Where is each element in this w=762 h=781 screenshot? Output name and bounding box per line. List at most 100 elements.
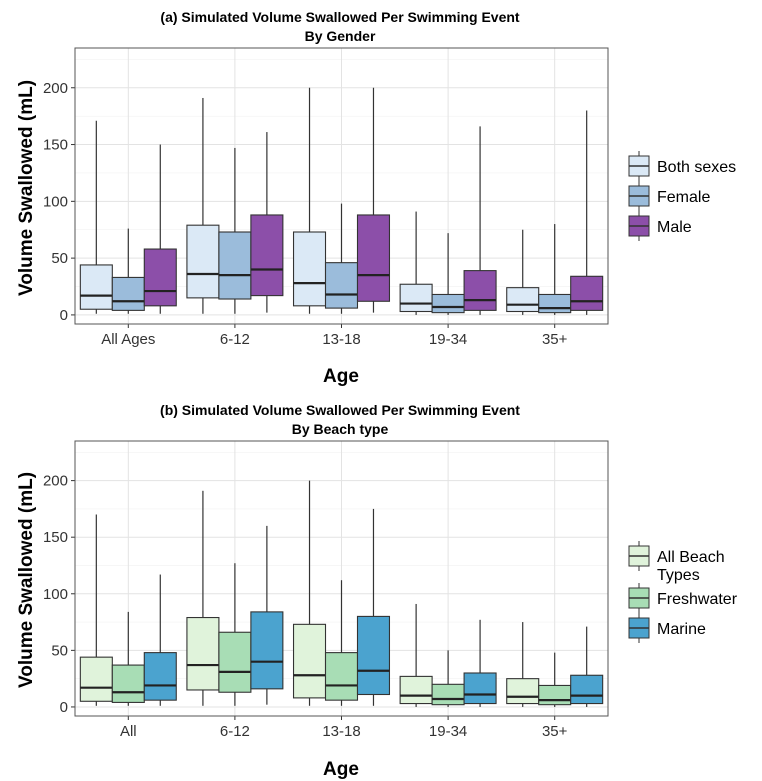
panel-b-y-tick-label: 100 — [43, 586, 68, 603]
panel-b-box-body — [218, 631, 252, 693]
panel-a-box-body — [218, 231, 252, 300]
panel-b-box-body — [399, 675, 433, 705]
panel-b-box — [186, 490, 220, 706]
panel-a-box — [292, 87, 327, 314]
panel-a-box-body — [111, 276, 145, 311]
panel-a-box — [79, 120, 113, 314]
panel-b-x-axis-title: Age — [323, 759, 359, 780]
panel-a-legend-label: Both sexes — [657, 159, 736, 176]
panel-b-x-tick-label: All — [120, 723, 137, 740]
panel-b-legend-label: Types — [657, 567, 700, 584]
panel-a-title: (a) Simulated Volume Swallowed Per Swimm… — [160, 9, 519, 25]
panel-b-legend-label: Marine — [657, 621, 706, 638]
panel-a-box-body — [538, 293, 572, 314]
panel-b-y-tick-label: 150 — [43, 529, 68, 546]
panel-b-title: (b) Simulated Volume Swallowed Per Swimm… — [160, 402, 520, 418]
panel-b-plot-border — [74, 440, 609, 717]
panel-b-box-body — [538, 684, 572, 706]
panel-b-box-body — [79, 656, 113, 702]
panel-b-legend-item: Marine — [628, 613, 706, 643]
panel-b-box — [431, 650, 465, 707]
panel-b-plot: 0 50 100 150 200 All 6-12 13-18 19-34 35+ — [43, 440, 609, 740]
panel-b-box — [324, 580, 359, 706]
panel-a-box-body — [399, 283, 433, 313]
panel-a-x-tick-label: 13-18 — [322, 331, 360, 348]
panel-a-box-body — [250, 214, 284, 297]
panel-a-y-tick-label: 50 — [51, 250, 68, 267]
panel-b-x-tick-label: 35+ — [542, 723, 568, 740]
panel-a-box — [570, 110, 604, 315]
panel-a-box-body — [570, 275, 604, 311]
panel-a-box-body — [356, 214, 391, 302]
panel-a-legend-label: Female — [657, 189, 710, 206]
panel-b-box — [143, 574, 177, 706]
panel-a-box-body — [79, 264, 113, 310]
panel-a-box — [356, 87, 391, 313]
panel-a-box — [506, 229, 540, 315]
panel-b-box-body — [111, 664, 145, 703]
panel-b-y-tick-label: 50 — [51, 642, 68, 659]
panel-b-box-body — [186, 616, 220, 691]
panel-a-box-body — [506, 287, 540, 313]
panel-a-plot: 0 50 100 150 200 All Ages 6-12 13-18 19-34 35+ — [43, 47, 609, 348]
panel-a-box-body — [186, 224, 220, 299]
panel-a-subtitle: By Gender — [305, 28, 376, 44]
panel-b-y-tick-label: 0 — [60, 699, 68, 716]
panel-a-x-tick-label: 6-12 — [220, 331, 250, 348]
panel-a-legend-item: Female — [628, 181, 710, 211]
panel-a: (a) Simulated Volume Swallowed Per Swimm… — [16, 9, 736, 387]
panel-b-box — [356, 508, 391, 706]
panel-b-subtitle: By Beach type — [292, 421, 389, 437]
panel-b-legend-item: Freshwater — [628, 583, 738, 613]
panel-b-box — [250, 525, 284, 705]
panel-a-box — [218, 147, 252, 314]
panel-a-box-body — [292, 231, 327, 307]
panel-b-box-body — [570, 674, 604, 705]
panel-a-box-body — [463, 270, 497, 311]
panel-a-box — [143, 144, 177, 314]
panel-a-x-tick-label: 19-34 — [429, 331, 467, 348]
panel-b-box-body — [463, 672, 497, 705]
panel-a-box-body — [143, 248, 177, 307]
panel-b-box-body — [250, 611, 284, 690]
panel-b-y-axis-title: Volume Swallowed (mL) — [16, 472, 37, 688]
panel-a-box — [111, 228, 145, 314]
panel-b-box — [538, 652, 572, 707]
panel-b-box-body — [143, 652, 177, 701]
panel-a-legend: Both sexes Female Male — [628, 151, 736, 241]
panel-b-box-body — [324, 652, 359, 701]
panel-a-x-axis-title: Age — [323, 366, 359, 387]
panel-a-y-tick-label: 0 — [60, 307, 68, 324]
panel-a-plot-border — [74, 47, 609, 325]
panel-b-box-body — [356, 615, 391, 696]
panel-b-box — [292, 480, 327, 706]
panel-a-box — [463, 126, 497, 315]
panel-a-y-tick-label: 200 — [43, 80, 68, 97]
panel-b-legend-label: All Beach — [657, 549, 725, 566]
panel-a-y-tick-label: 150 — [43, 137, 68, 154]
panel-a-legend-item: Male — [628, 211, 692, 241]
panel-a-box — [250, 132, 284, 313]
panel-a-legend-item: Both sexes — [628, 151, 736, 181]
panel-b-box-body — [431, 683, 465, 706]
panel-a-x-tick-label: All Ages — [101, 331, 155, 348]
panel-b-legend-label: Freshwater — [657, 591, 738, 608]
panel-a-box-body — [431, 293, 465, 314]
panel-b-box-body — [506, 678, 540, 705]
panel-b-box — [79, 514, 113, 706]
panel-b-box-body — [292, 623, 327, 699]
panel-b-x-tick-label: 6-12 — [220, 723, 250, 740]
panel-a-box-body — [324, 262, 359, 309]
panel-a-y-axis-title: Volume Swallowed (mL) — [16, 80, 37, 296]
panel-b-box — [399, 603, 433, 707]
panel-a-box — [431, 233, 465, 315]
panel-b-box — [463, 619, 497, 707]
panel-a-x-tick-label: 35+ — [542, 331, 568, 348]
panel-b-y-tick-label: 200 — [43, 473, 68, 490]
panel-b: (b) Simulated Volume Swallowed Per Swimm… — [16, 402, 738, 780]
panel-b-x-tick-label: 13-18 — [322, 723, 360, 740]
panel-b-box — [218, 563, 252, 706]
panel-a-legend-label: Male — [657, 219, 692, 236]
